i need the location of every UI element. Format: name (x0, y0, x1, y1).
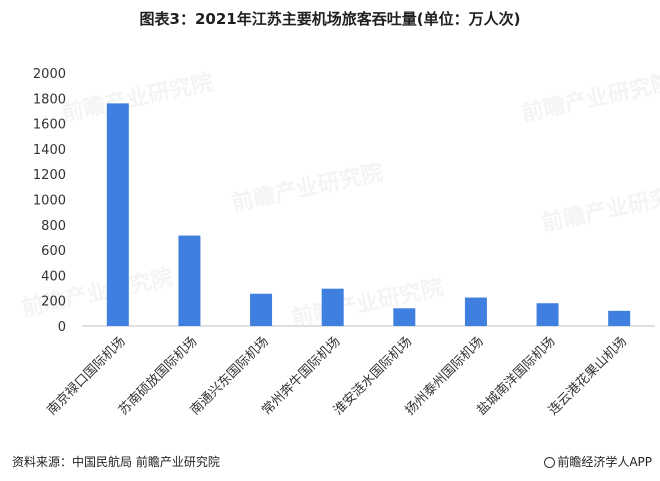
x-axis: 南京禄口国际机场苏南硕放国际机场南通兴东国际机场常州奔牛国际机场淮安涟水国际机场… (44, 334, 630, 419)
bar (178, 235, 201, 326)
y-tick-label: 2000 (33, 67, 66, 82)
y-tick-label: 1800 (33, 92, 66, 107)
y-tick-label: 200 (41, 295, 66, 310)
y-tick-label: 800 (41, 219, 66, 234)
x-tick-label: 常州奔牛国际机场 (259, 334, 343, 418)
x-tick-label: 扬州泰州国际机场 (403, 334, 487, 418)
x-tick-label: 连云港花果山机场 (545, 334, 630, 419)
footer: 资料来源：中国民航局 前瞻产业研究院 前瞻经济学人APP (0, 450, 660, 481)
bar (536, 303, 559, 326)
bar-chart: 0 200 400 600 800 1000 1200 1400 1600 1800 2000 南京… (33, 67, 655, 419)
bar (250, 293, 273, 326)
x-tick-label: 盐城南洋国际机场 (474, 334, 559, 419)
y-axis: 0 200 400 600 800 1000 1200 1400 1600 1800 2000 (33, 67, 66, 335)
bar (464, 297, 487, 326)
x-tick-label: 南京禄口国际机场 (44, 334, 129, 419)
bar (608, 310, 631, 326)
source-note: 资料来源：中国民航局 前瞻产业研究院 (12, 455, 220, 469)
bar-series (106, 103, 631, 326)
brand-credit: 前瞻经济学人APP (544, 453, 652, 470)
search-icon (544, 457, 556, 468)
bar (393, 308, 416, 326)
y-tick-label: 0 (58, 320, 66, 335)
y-tick-label: 1000 (33, 194, 66, 209)
y-tick-label: 400 (41, 269, 66, 284)
y-tick-label: 1200 (33, 168, 66, 183)
brand-text: 前瞻经济学人APP (557, 455, 652, 469)
y-tick-label: 1400 (33, 143, 66, 158)
y-tick-label: 600 (41, 244, 66, 259)
x-tick-label: 南通兴东国际机场 (187, 334, 272, 419)
y-tick-label: 1600 (33, 118, 66, 133)
x-tick-label: 淮安涟水国际机场 (330, 334, 415, 419)
bar (106, 103, 129, 326)
bar (321, 288, 344, 326)
chart-title: 图表3：2021年江苏主要机场旅客吞吐量(单位：万人次) (139, 10, 521, 28)
x-tick-label: 苏南硕放国际机场 (115, 334, 200, 419)
